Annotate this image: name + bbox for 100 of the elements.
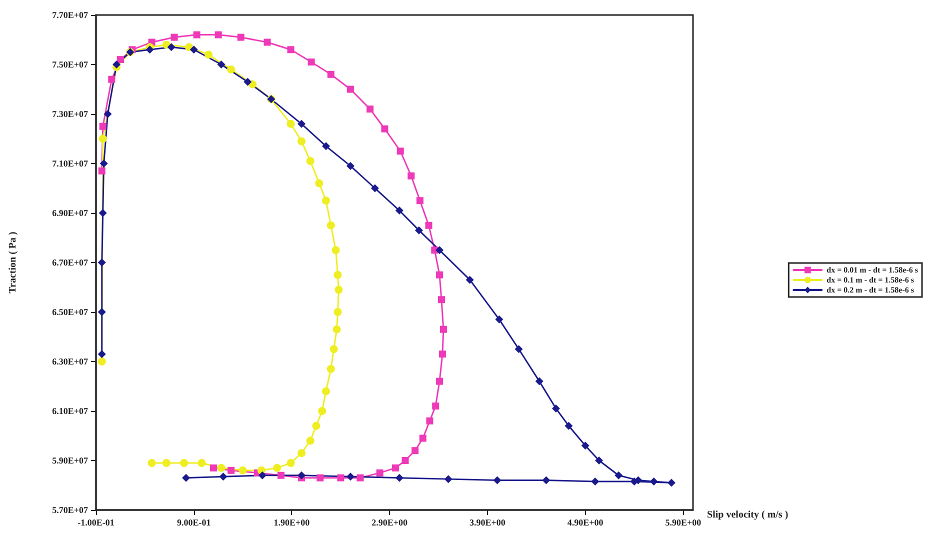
point bbox=[436, 271, 444, 278]
point bbox=[298, 471, 306, 480]
point bbox=[332, 325, 341, 334]
point bbox=[402, 457, 409, 464]
point bbox=[286, 458, 295, 467]
point bbox=[182, 474, 190, 482]
point bbox=[436, 378, 444, 385]
point bbox=[322, 142, 330, 150]
y-tick-label: 7.30E+07 bbox=[52, 109, 88, 119]
point bbox=[162, 458, 170, 467]
point bbox=[334, 308, 342, 316]
point bbox=[98, 258, 106, 266]
point bbox=[116, 56, 124, 64]
point bbox=[286, 120, 295, 128]
point bbox=[217, 464, 226, 472]
point bbox=[381, 125, 388, 132]
point bbox=[650, 478, 658, 486]
point bbox=[322, 387, 330, 396]
point bbox=[306, 436, 314, 445]
point bbox=[412, 447, 419, 454]
point bbox=[316, 474, 324, 482]
point bbox=[98, 134, 107, 143]
point bbox=[466, 276, 474, 284]
point bbox=[98, 209, 107, 217]
point bbox=[98, 358, 106, 366]
x-tick-label: -1.00E-01 bbox=[78, 518, 115, 528]
point bbox=[366, 106, 374, 113]
point bbox=[98, 308, 106, 316]
point bbox=[330, 345, 338, 354]
point bbox=[227, 65, 236, 74]
point bbox=[356, 474, 364, 482]
point bbox=[667, 478, 676, 487]
legend-label: dx = 0.1 m - dt = 1.58e-6 s bbox=[826, 276, 914, 284]
point bbox=[306, 157, 314, 166]
point bbox=[392, 464, 399, 472]
point bbox=[334, 270, 342, 279]
point bbox=[425, 222, 432, 229]
point bbox=[277, 472, 284, 479]
point bbox=[258, 471, 266, 480]
point bbox=[204, 50, 213, 59]
point bbox=[264, 38, 271, 46]
point bbox=[315, 179, 324, 188]
point bbox=[170, 34, 178, 41]
legend-label: dx = 0.01 m - dt = 1.58e-6 s bbox=[826, 266, 918, 274]
point bbox=[591, 478, 600, 486]
point bbox=[287, 46, 294, 54]
point bbox=[438, 350, 446, 358]
point bbox=[217, 60, 226, 68]
point bbox=[346, 86, 354, 93]
point bbox=[237, 34, 244, 41]
point bbox=[614, 471, 623, 480]
point bbox=[493, 476, 502, 484]
y-tick-label: 6.30E+07 bbox=[52, 356, 88, 366]
point bbox=[438, 296, 445, 304]
x-tick-label: 2.90E+00 bbox=[372, 518, 408, 528]
point bbox=[298, 120, 306, 128]
point bbox=[370, 184, 379, 192]
point bbox=[198, 458, 206, 467]
point bbox=[100, 160, 108, 168]
point bbox=[238, 466, 247, 474]
point bbox=[98, 350, 106, 358]
y-tick-label: 6.10E+07 bbox=[52, 406, 88, 416]
point bbox=[193, 31, 200, 38]
point bbox=[214, 31, 222, 38]
point bbox=[414, 226, 423, 234]
point bbox=[210, 464, 217, 472]
y-tick-label: 7.70E+07 bbox=[52, 10, 88, 20]
point bbox=[426, 417, 434, 424]
x-tick-label: 9.00E-01 bbox=[176, 518, 212, 528]
y-tick-label: 6.70E+07 bbox=[52, 258, 88, 268]
point bbox=[436, 246, 444, 254]
point bbox=[395, 206, 404, 215]
point bbox=[432, 402, 440, 410]
point bbox=[326, 221, 335, 230]
y-axis-title: Traction ( Pa ) bbox=[8, 232, 18, 294]
y-tick-label: 7.50E+07 bbox=[52, 60, 88, 70]
point bbox=[334, 286, 343, 294]
point bbox=[298, 449, 306, 458]
point bbox=[228, 466, 235, 474]
point bbox=[146, 46, 154, 54]
point bbox=[440, 326, 447, 333]
point bbox=[416, 197, 424, 204]
point bbox=[332, 246, 340, 254]
point bbox=[595, 456, 604, 464]
point bbox=[104, 110, 112, 118]
point bbox=[395, 474, 404, 482]
point bbox=[98, 167, 106, 174]
point bbox=[298, 137, 306, 146]
point bbox=[190, 46, 198, 54]
point bbox=[108, 76, 116, 83]
point bbox=[318, 407, 326, 415]
x-tick-label: 3.90E+00 bbox=[470, 518, 506, 528]
point bbox=[167, 43, 176, 52]
point bbox=[273, 464, 282, 472]
y-tick-label: 6.90E+07 bbox=[52, 208, 88, 218]
y-tick-label: 5.90E+07 bbox=[52, 456, 88, 466]
point bbox=[514, 345, 523, 354]
point bbox=[581, 442, 590, 450]
point bbox=[535, 377, 544, 386]
x-tick-label: 4.90E+00 bbox=[567, 518, 604, 528]
